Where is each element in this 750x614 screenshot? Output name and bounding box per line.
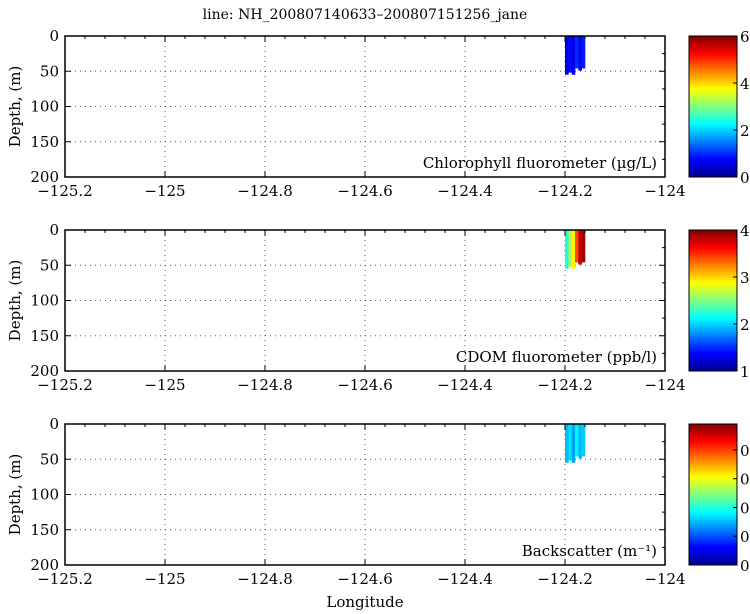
x-tick-label: −124 [644, 570, 685, 588]
y-axis-label: Depth, (m) [6, 66, 24, 148]
y-tick-label: 200 [30, 362, 59, 380]
colorbar-tick-label: 4 [740, 222, 750, 240]
colorbar [688, 229, 738, 372]
x-tick-label: −124.6 [337, 570, 393, 588]
y-axis-label: Depth, (m) [6, 454, 24, 536]
y-tick-label: 0 [49, 221, 59, 239]
data-cell [565, 230, 569, 269]
colorbar [688, 423, 738, 566]
x-tick-label: −125 [144, 376, 185, 394]
x-tick-label: −124.6 [337, 182, 393, 200]
colorbar-tick-label: 0.1 [740, 528, 750, 546]
data-cell [568, 424, 572, 461]
data-cell [568, 230, 572, 267]
data-cell [575, 424, 579, 457]
panel-label: CDOM fluorometer (ppb/l) [456, 348, 657, 366]
x-tick-label: −124.2 [537, 376, 593, 394]
x-tick-label: −124.4 [437, 182, 493, 200]
y-tick-label: 50 [40, 256, 59, 274]
panel-label: Backscatter (m⁻¹) [522, 542, 657, 560]
x-tick-label: −125 [144, 570, 185, 588]
x-tick-label: −124.2 [537, 182, 593, 200]
x-tick-label: −125.2 [37, 570, 93, 588]
colorbar-tick-label: 2 [740, 316, 750, 334]
y-tick-label: 100 [30, 486, 59, 504]
y-tick-label: 100 [30, 292, 59, 310]
x-tick-label: −124 [644, 376, 685, 394]
data-cell [578, 230, 582, 265]
data-cell [575, 230, 579, 263]
y-tick-label: 150 [30, 133, 59, 151]
colorbar-tick-label: 0.3 [740, 471, 750, 489]
x-tick-label: −125.2 [37, 182, 93, 200]
x-tick-label: −124.4 [437, 376, 493, 394]
colorbar-tick-label: 2 [740, 122, 750, 140]
y-tick-label: 50 [40, 62, 59, 80]
colorbar-tick-label: 3 [740, 269, 750, 287]
y-tick-label: 50 [40, 450, 59, 468]
colorbar-tick-label: 4 [740, 75, 750, 93]
colorbar-tick-label: 0 [740, 169, 750, 187]
x-tick-label: −124.8 [237, 182, 293, 200]
x-tick-label: −124.4 [437, 570, 493, 588]
y-tick-label: 150 [30, 327, 59, 345]
colorbar-tick-label: 6 [740, 28, 750, 46]
y-axis-label: Depth, (m) [6, 260, 24, 342]
data-cell [568, 36, 572, 73]
data-cell [581, 36, 586, 69]
y-tick-label: 200 [30, 168, 59, 186]
data-cell [575, 36, 579, 69]
y-tick-label: 150 [30, 521, 59, 539]
panel-label: Chlorophyll fluorometer (µg/L) [423, 154, 657, 172]
y-tick-label: 0 [49, 415, 59, 433]
chart-title: line: NH_200807140633–200807151256_jane [203, 7, 528, 23]
x-tick-label: −124.2 [537, 570, 593, 588]
y-tick-label: 200 [30, 556, 59, 574]
colorbar-tick-label: 0.2 [740, 499, 750, 517]
data-cell [578, 36, 582, 71]
panel-2: −125.2 −125 −124.8 −124.6 −124.4 −124.2 −124 0 5… [6, 221, 750, 394]
x-tick-label: −124.8 [237, 376, 293, 394]
x-tick-label: −124.6 [337, 376, 393, 394]
colorbar-tick-label: 1 [740, 363, 750, 381]
data-cell [565, 424, 569, 463]
data-cell [578, 424, 582, 459]
x-tick-label: −125.2 [37, 376, 93, 394]
y-tick-label: 100 [30, 98, 59, 116]
data-cell [571, 424, 576, 463]
data-cell [571, 230, 576, 269]
colorbar-tick-label: 0.4 [740, 442, 750, 460]
x-tick-label: −124 [644, 182, 685, 200]
data-cell [581, 424, 586, 457]
panel-3: −125.2 −125 −124.8 −124.6 −124.4 −124.2 −124 0 5… [6, 415, 750, 588]
colorbar-tick-label: 0 [740, 557, 750, 575]
x-tick-label: −125 [144, 182, 185, 200]
x-axis-label: Longitude [326, 593, 403, 611]
colorbar [688, 35, 738, 178]
data-cell [565, 36, 569, 75]
data-cell [571, 36, 576, 75]
data-cell [581, 230, 586, 263]
y-tick-label: 0 [49, 27, 59, 45]
panel-1: −125.2 −125 −124.8 −124.6 −124.4 −124.2 −124 0 5… [6, 27, 750, 200]
x-tick-label: −124.8 [237, 570, 293, 588]
